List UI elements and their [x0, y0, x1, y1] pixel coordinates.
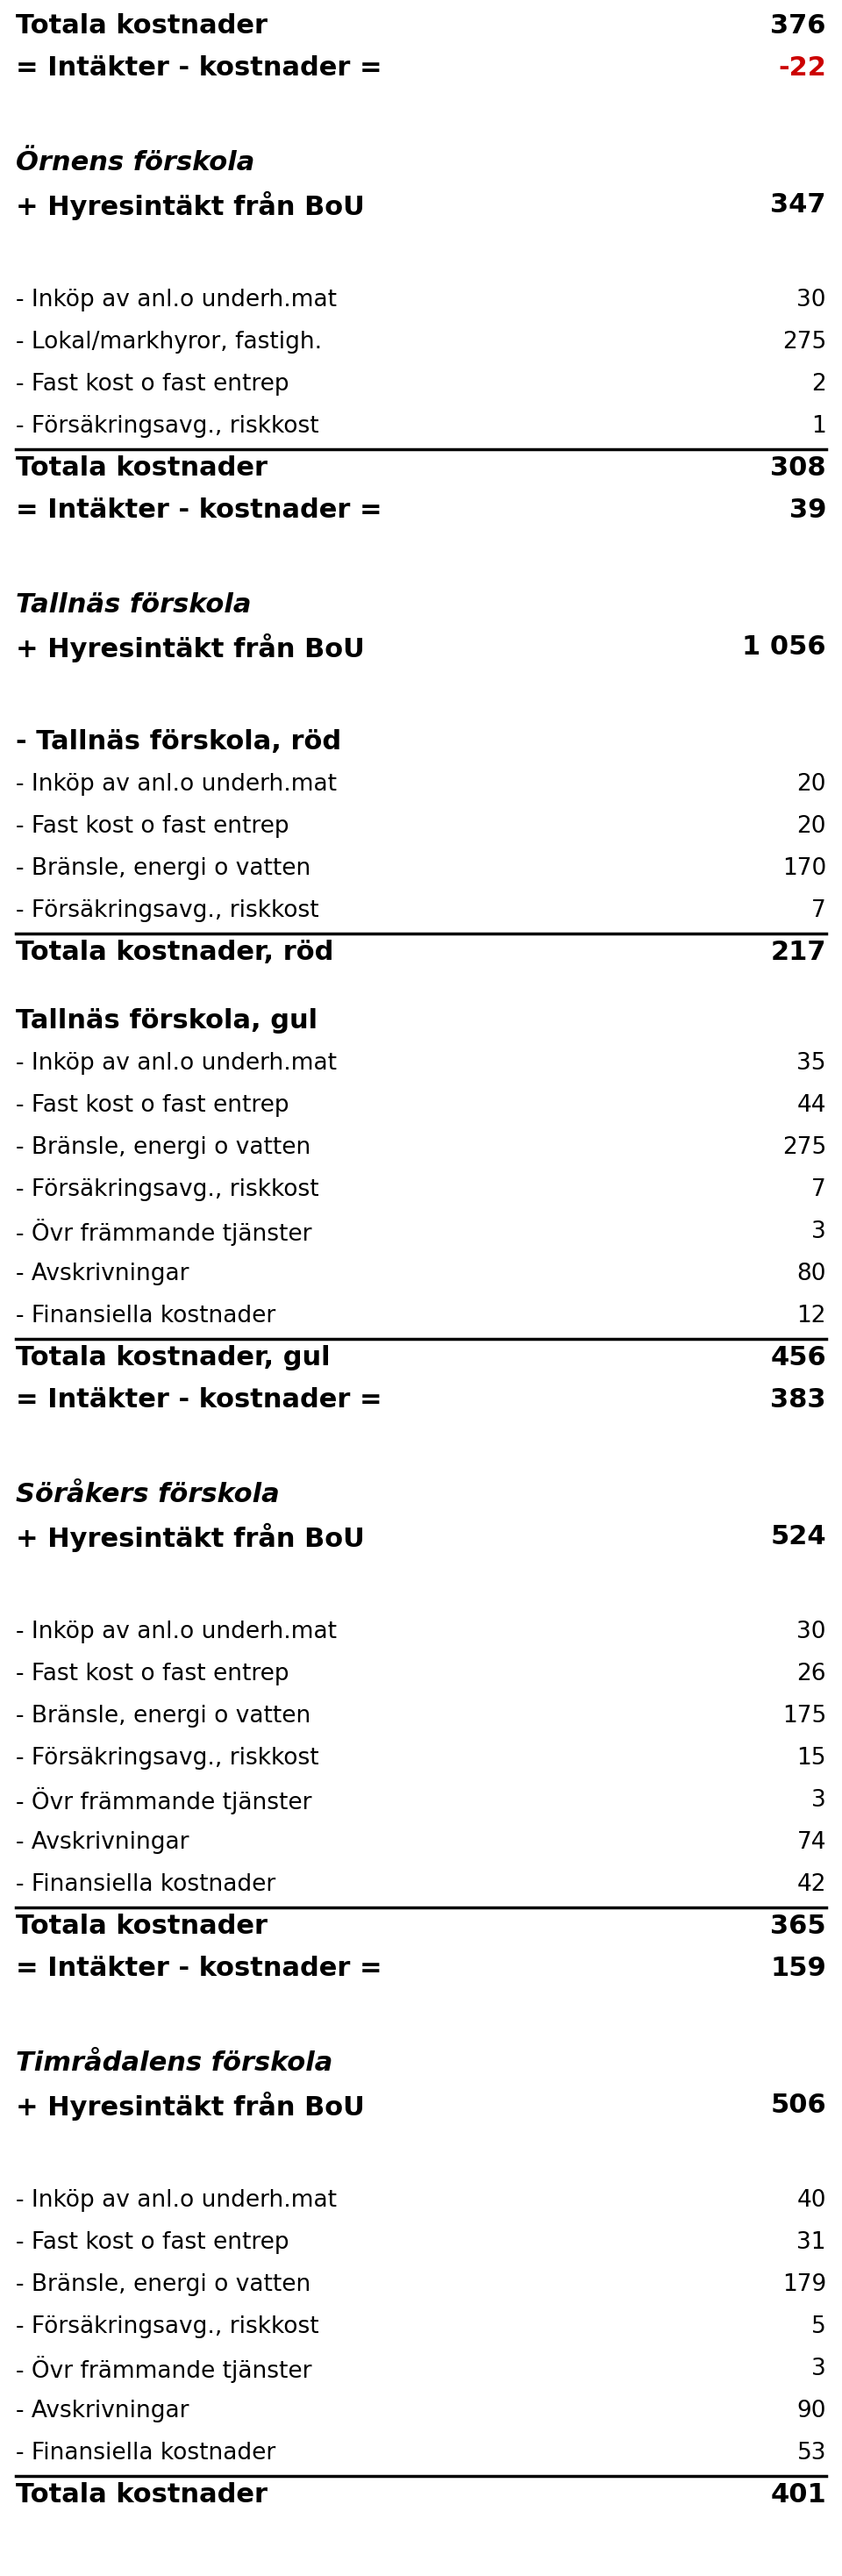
Text: 35: 35	[797, 1051, 826, 1074]
Text: Totala kostnader, röd: Totala kostnader, röd	[16, 940, 333, 966]
Text: 40: 40	[797, 2190, 826, 2213]
Text: 12: 12	[797, 1303, 826, 1327]
Text: 275: 275	[782, 1136, 826, 1159]
Text: - Fast kost o fast entrep: - Fast kost o fast entrep	[16, 2231, 289, 2254]
Text: - Avskrivningar: - Avskrivningar	[16, 2401, 189, 2421]
Text: 456: 456	[770, 1345, 826, 1370]
Text: - Avskrivningar: - Avskrivningar	[16, 1832, 189, 1855]
Text: Totala kostnader: Totala kostnader	[16, 1914, 268, 1940]
Text: 80: 80	[797, 1262, 826, 1285]
Text: - Inköp av anl.o underh.mat: - Inköp av anl.o underh.mat	[16, 1620, 337, 1643]
Text: 217: 217	[770, 940, 826, 966]
Text: Totala kostnader: Totala kostnader	[16, 13, 268, 39]
Text: Tallnäs förskola: Tallnäs förskola	[16, 592, 251, 618]
Text: - Inköp av anl.o underh.mat: - Inköp av anl.o underh.mat	[16, 773, 337, 796]
Text: - Försäkringsavg., riskkost: - Försäkringsavg., riskkost	[16, 415, 319, 438]
Text: 31: 31	[797, 2231, 826, 2254]
Text: - Övr främmande tjänster: - Övr främmande tjänster	[16, 1218, 312, 1244]
Text: - Inköp av anl.o underh.mat: - Inköp av anl.o underh.mat	[16, 289, 337, 312]
Text: - Finansiella kostnader: - Finansiella kostnader	[16, 2442, 275, 2465]
Text: 383: 383	[770, 1388, 826, 1414]
Text: 15: 15	[797, 1747, 826, 1770]
Text: 159: 159	[770, 1955, 826, 1981]
Text: Totala kostnader: Totala kostnader	[16, 2483, 268, 2509]
Text: - Avskrivningar: - Avskrivningar	[16, 1262, 189, 1285]
Text: - Bränsle, energi o vatten: - Bränsle, energi o vatten	[16, 1136, 311, 1159]
Text: = Intäkter - kostnader =: = Intäkter - kostnader =	[16, 497, 382, 523]
Text: + Hyresintäkt från BoU: + Hyresintäkt från BoU	[16, 2092, 365, 2120]
Text: - Inköp av anl.o underh.mat: - Inköp av anl.o underh.mat	[16, 2190, 337, 2213]
Text: - Försäkringsavg., riskkost: - Försäkringsavg., riskkost	[16, 1747, 319, 1770]
Text: + Hyresintäkt från BoU: + Hyresintäkt från BoU	[16, 634, 365, 662]
Text: = Intäkter - kostnader =: = Intäkter - kostnader =	[16, 1388, 382, 1414]
Text: 365: 365	[770, 1914, 826, 1940]
Text: - Övr främmande tjänster: - Övr främmande tjänster	[16, 1788, 312, 1814]
Text: - Finansiella kostnader: - Finansiella kostnader	[16, 1303, 275, 1327]
Text: - Övr främmande tjänster: - Övr främmande tjänster	[16, 2354, 312, 2383]
Text: - Bränsle, energi o vatten: - Bränsle, energi o vatten	[16, 858, 311, 881]
Text: 2: 2	[812, 374, 826, 397]
Text: 7: 7	[812, 899, 826, 922]
Text: 376: 376	[770, 13, 826, 39]
Text: Örnens förskola: Örnens förskola	[16, 149, 254, 175]
Text: - Försäkringsavg., riskkost: - Försäkringsavg., riskkost	[16, 2316, 319, 2339]
Text: - Fast kost o fast entrep: - Fast kost o fast entrep	[16, 374, 289, 397]
Text: 401: 401	[770, 2483, 826, 2509]
Text: - Fast kost o fast entrep: - Fast kost o fast entrep	[16, 1662, 289, 1685]
Text: 1: 1	[812, 415, 826, 438]
Text: 20: 20	[797, 814, 826, 837]
Text: 3: 3	[812, 2357, 826, 2380]
Text: 26: 26	[797, 1662, 826, 1685]
Text: - Bränsle, energi o vatten: - Bränsle, energi o vatten	[16, 1705, 311, 1728]
Text: Söråkers förskola: Söråkers förskola	[16, 1481, 280, 1507]
Text: - Lokal/markhyror, fastigh.: - Lokal/markhyror, fastigh.	[16, 330, 322, 353]
Text: = Intäkter - kostnader =: = Intäkter - kostnader =	[16, 1955, 382, 1981]
Text: 39: 39	[789, 497, 826, 523]
Text: 30: 30	[797, 1620, 826, 1643]
Text: -22: -22	[778, 57, 826, 82]
Text: 53: 53	[797, 2442, 826, 2465]
Text: 42: 42	[797, 1873, 826, 1896]
Text: 308: 308	[770, 456, 826, 482]
Text: - Fast kost o fast entrep: - Fast kost o fast entrep	[16, 1095, 289, 1118]
Text: - Finansiella kostnader: - Finansiella kostnader	[16, 1873, 275, 1896]
Text: 179: 179	[782, 2272, 826, 2295]
Text: - Inköp av anl.o underh.mat: - Inköp av anl.o underh.mat	[16, 1051, 337, 1074]
Text: 5: 5	[812, 2316, 826, 2339]
Text: 175: 175	[782, 1705, 826, 1728]
Text: 506: 506	[770, 2092, 826, 2117]
Text: - Bränsle, energi o vatten: - Bränsle, energi o vatten	[16, 2272, 311, 2295]
Text: Tallnäs förskola, gul: Tallnäs förskola, gul	[16, 1010, 317, 1033]
Text: = Intäkter - kostnader =: = Intäkter - kostnader =	[16, 57, 382, 82]
Text: 347: 347	[770, 193, 826, 219]
Text: Timrådalens förskola: Timrådalens förskola	[16, 2050, 333, 2076]
Text: 170: 170	[782, 858, 826, 881]
Text: 275: 275	[782, 330, 826, 353]
Text: - Försäkringsavg., riskkost: - Försäkringsavg., riskkost	[16, 899, 319, 922]
Text: 524: 524	[770, 1525, 826, 1551]
Text: 3: 3	[812, 1221, 826, 1244]
Text: - Tallnäs förskola, röd: - Tallnäs förskola, röd	[16, 729, 341, 755]
Text: 7: 7	[812, 1177, 826, 1200]
Text: + Hyresintäkt från BoU: + Hyresintäkt från BoU	[16, 1522, 365, 1551]
Text: 44: 44	[797, 1095, 826, 1118]
Text: + Hyresintäkt från BoU: + Hyresintäkt från BoU	[16, 191, 365, 219]
Text: - Försäkringsavg., riskkost: - Försäkringsavg., riskkost	[16, 1177, 319, 1200]
Text: 74: 74	[797, 1832, 826, 1855]
Text: 1 056: 1 056	[743, 634, 826, 659]
Text: - Fast kost o fast entrep: - Fast kost o fast entrep	[16, 814, 289, 837]
Text: 30: 30	[797, 289, 826, 312]
Text: 90: 90	[797, 2401, 826, 2421]
Text: 3: 3	[812, 1788, 826, 1811]
Text: Totala kostnader, gul: Totala kostnader, gul	[16, 1345, 330, 1370]
Text: 20: 20	[797, 773, 826, 796]
Text: Totala kostnader: Totala kostnader	[16, 456, 268, 482]
